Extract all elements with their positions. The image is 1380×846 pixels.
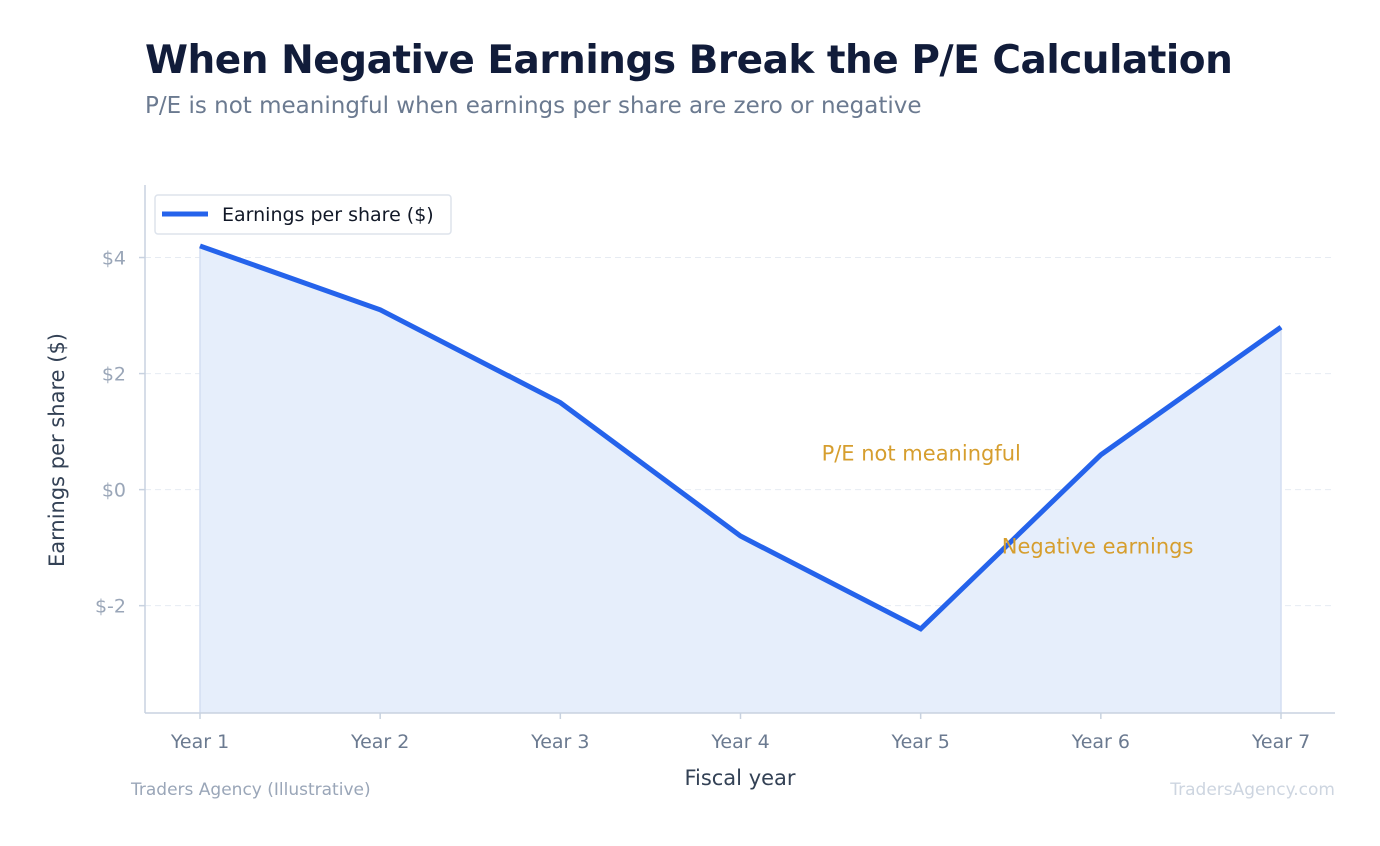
- series-lines: [199, 243, 1283, 632]
- area-fill-0: [200, 245, 1281, 713]
- legend-label: Earnings per share ($): [222, 204, 434, 226]
- legend: Earnings per share ($): [154, 194, 452, 235]
- x-axis-title: Fiscal year: [684, 766, 795, 790]
- area-fill-group: [199, 245, 1282, 713]
- chart-title: When Negative Earnings Break the P/E Cal…: [145, 38, 1233, 83]
- legend-box: [154, 194, 452, 235]
- annotation-1: Negative earnings: [1002, 534, 1194, 558]
- y-axis-title: Earnings per share ($): [45, 333, 69, 567]
- annotations: P/E not meaningful Negative earnings: [822, 442, 1194, 559]
- axes: [139, 185, 1335, 719]
- footer-source: Traders Agency (Illustrative): [131, 780, 371, 800]
- y-tick-label-0: $-2: [95, 596, 126, 618]
- x-tick-label-4: Year 5: [890, 731, 949, 753]
- x-tick-label-5: Year 6: [1071, 731, 1130, 753]
- y-tick-label-3: $4: [102, 248, 126, 270]
- y-tick-label-1: $0: [102, 480, 126, 502]
- x-tick-label-6: Year 7: [1251, 731, 1310, 753]
- chart-subtitle: P/E is not meaningful when earnings per …: [145, 93, 922, 119]
- annotation-0: P/E not meaningful: [822, 442, 1021, 466]
- x-tick-label-3: Year 4: [710, 731, 769, 753]
- x-tick-label-0: Year 1: [170, 731, 229, 753]
- y-tick-label-2: $2: [102, 364, 126, 386]
- x-tick-label-1: Year 2: [350, 731, 409, 753]
- series-line-0: [199, 243, 1283, 632]
- y-tick-labels: $-2 $0 $2 $4: [95, 248, 126, 618]
- x-tick-labels: Year 1 Year 2 Year 3 Year 4 Year 5 Year 6 Year…: [170, 731, 1310, 753]
- footer-site: TradersAgency.com: [1170, 780, 1335, 800]
- x-tick-label-2: Year 3: [530, 731, 589, 753]
